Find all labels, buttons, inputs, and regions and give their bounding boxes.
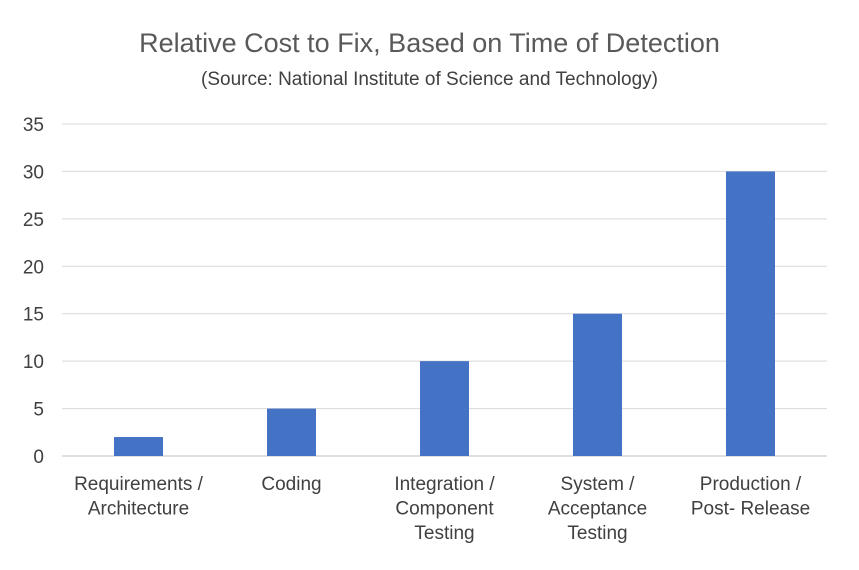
y-tick-label: 35 xyxy=(23,115,44,136)
bar xyxy=(267,408,316,456)
y-tick-label: 15 xyxy=(23,305,44,326)
y-tick-label: 25 xyxy=(23,210,44,231)
x-category-label: Requirements / Architecture xyxy=(74,474,204,520)
bar xyxy=(114,437,163,456)
y-tick-label: 0 xyxy=(33,447,44,468)
chart-subtitle: (Source: National Institute of Science a… xyxy=(201,69,658,90)
y-tick-label: 10 xyxy=(23,352,44,373)
x-category-label: Production / Post- Release xyxy=(691,474,810,520)
y-tick-label: 30 xyxy=(23,162,44,183)
y-tick-label: 20 xyxy=(23,257,44,278)
bar xyxy=(726,171,775,456)
bar xyxy=(420,361,469,456)
chart-title: Relative Cost to Fix, Based on Time of D… xyxy=(139,28,720,58)
x-category-label: Coding xyxy=(261,474,321,495)
x-category-label: System / Acceptance Testing xyxy=(548,474,647,544)
x-category-label: Integration / Component Testing xyxy=(394,474,495,544)
y-tick-label: 5 xyxy=(33,400,44,421)
bar xyxy=(573,313,622,456)
